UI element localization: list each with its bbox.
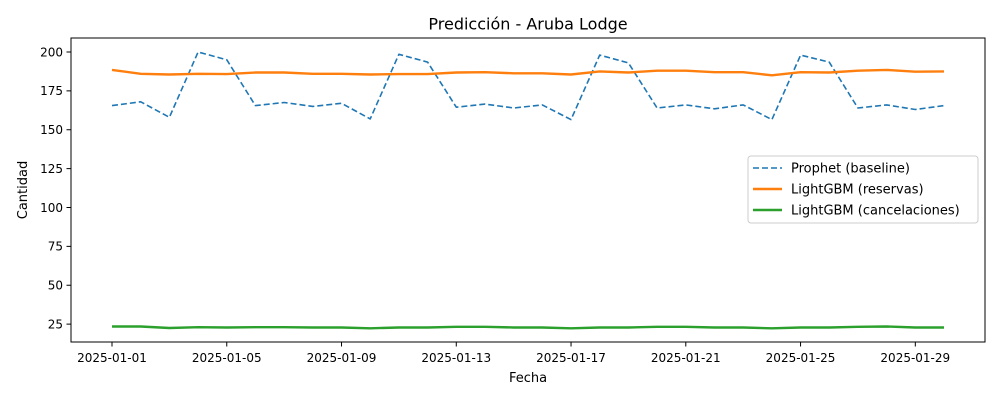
y-tick-label: 100: [40, 201, 63, 215]
y-tick-label: 150: [40, 123, 63, 137]
x-tick-label: 2025-01-21: [651, 351, 721, 365]
x-tick-label: 2025-01-01: [77, 351, 147, 365]
legend-label-1: LightGBM (reservas): [791, 183, 924, 198]
x-tick-label: 2025-01-17: [536, 351, 606, 365]
legend-box: [747, 155, 979, 224]
y-tick-label: 200: [40, 45, 63, 59]
x-tick-label: 2025-01-25: [766, 351, 836, 365]
series-line-1: [111, 68, 945, 77]
legend-label-0: Prophet (baseline): [791, 162, 910, 177]
legend: Prophet (baseline) LightGBM (reservas) Lig…: [747, 155, 979, 224]
x-axis-label: Fecha: [509, 371, 547, 386]
y-tick-label: 75: [48, 240, 63, 254]
series-line-0: [111, 51, 945, 121]
y-axis: 25 50 75 100 125 150 175 200: [40, 45, 71, 331]
x-tick-label: 2025-01-13: [421, 351, 491, 365]
y-tick-label: 175: [40, 84, 63, 98]
y-axis-label: Cantidad: [16, 161, 31, 219]
y-tick-label: 50: [48, 279, 63, 293]
x-tick-label: 2025-01-29: [880, 351, 950, 365]
legend-label-2: LightGBM (cancelaciones): [791, 204, 960, 219]
x-tick-label: 2025-01-05: [192, 351, 262, 365]
y-tick-label: 125: [40, 162, 63, 176]
plot-area: [111, 51, 945, 330]
y-tick-label: 25: [48, 317, 63, 331]
chart-title: Predicción - Aruba Lodge: [428, 15, 627, 34]
series-line-2: [112, 325, 944, 330]
axes-frame: [70, 37, 986, 343]
x-axis: 2025-01-01 2025-01-05 2025-01-09 2025-01-13…: [77, 342, 950, 365]
x-tick-label: 2025-01-09: [307, 351, 377, 365]
